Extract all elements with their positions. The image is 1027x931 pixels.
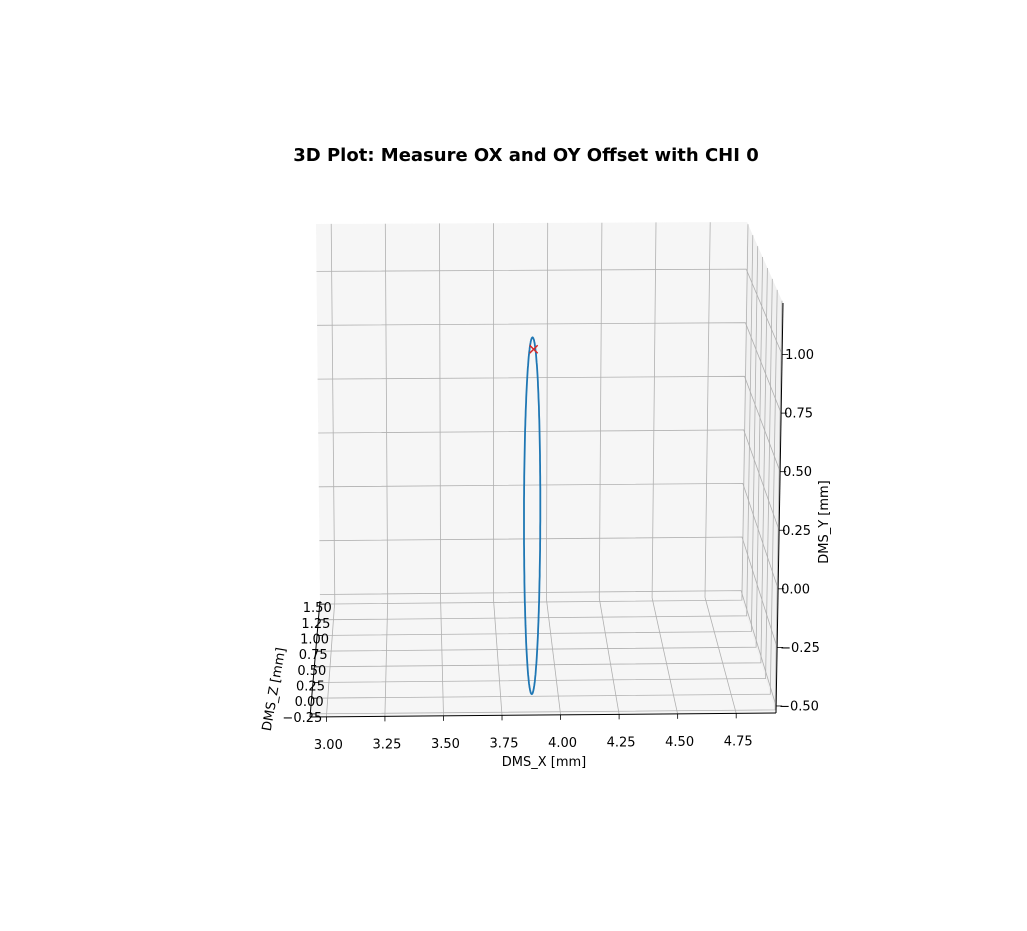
y-gridline (319, 536, 778, 648)
side-pane (741, 222, 783, 713)
tick-labels: 3.00 3.25 3.50 3.75 4.00 4.25 4.50 4.75 −0.50 −0.… (282, 348, 820, 753)
back-pane (316, 222, 747, 601)
x-gridline (326, 223, 336, 717)
z-gridline (314, 267, 768, 668)
y-gridline (317, 375, 781, 472)
y-tick-label: 0.50 (783, 465, 812, 480)
tick-marks (310, 354, 789, 722)
y-tick-label: −0.50 (779, 699, 819, 714)
x-tick-label: 4.75 (724, 734, 753, 749)
x-tick-label: 3.75 (490, 736, 519, 751)
grid-lines (310, 222, 783, 717)
x-gridline (384, 223, 389, 717)
z-axis-line (309, 600, 321, 718)
y-tick-label: −0.25 (780, 641, 820, 656)
data-series (523, 336, 542, 696)
z-gridline (312, 278, 773, 683)
chart-title: 3D Plot: Measure OX and OY Offset with C… (293, 145, 758, 166)
x-gridline (598, 222, 620, 715)
y-gridline (318, 429, 780, 531)
y-tick-label: 1.00 (785, 348, 814, 363)
z-gridline (315, 256, 763, 652)
z-tick-label: 0.25 (296, 680, 325, 695)
z-tick-label: 0.75 (299, 648, 328, 663)
axis-lines (309, 302, 784, 718)
y-gridline (318, 482, 779, 589)
x-marker-stroke (529, 344, 539, 354)
x-tick-label: 4.50 (665, 735, 694, 750)
z-tick-label: 0.00 (295, 695, 324, 710)
y-gridline (316, 268, 783, 355)
x-marker (529, 344, 539, 354)
z-gridline (311, 289, 778, 699)
z-gridline (318, 235, 754, 621)
z-tick-label: 1.00 (300, 632, 329, 647)
x-gridline (651, 222, 678, 714)
y-tick-label: 0.75 (784, 407, 813, 422)
z-gridline (319, 224, 749, 605)
y-axis-line (775, 302, 784, 714)
x-gridline (704, 222, 737, 714)
y-gridline (317, 322, 782, 414)
axis-panes (310, 222, 783, 717)
x-axis-title: DMS_X [mm] (502, 755, 587, 770)
x-gridline (439, 223, 444, 716)
x-tick-label: 3.50 (431, 737, 460, 752)
floor-pane (310, 597, 776, 717)
x-axis-line (309, 712, 777, 718)
ellipse-trace (523, 336, 542, 696)
x-tick-label: 4.25 (607, 735, 636, 750)
x-tick-label: 4.00 (548, 736, 577, 751)
y-axis-title: DMS_Y [mm] (817, 480, 832, 564)
x-tick-label: 3.00 (314, 738, 343, 753)
z-tick-label: 1.25 (301, 617, 330, 632)
x-gridline (545, 222, 561, 715)
z-tick-label: 1.50 (303, 601, 332, 616)
x-tick-label: 3.25 (372, 737, 401, 752)
z-tick-label: −0.25 (282, 711, 322, 726)
y-tick-label: 0.25 (782, 524, 811, 539)
z-gridline (310, 300, 783, 715)
y-tick-label: 0.00 (781, 582, 810, 597)
y-gridline (319, 590, 777, 707)
x-gridline (493, 223, 503, 716)
z-tick-label: 0.50 (297, 664, 326, 679)
z-gridline (316, 246, 759, 636)
